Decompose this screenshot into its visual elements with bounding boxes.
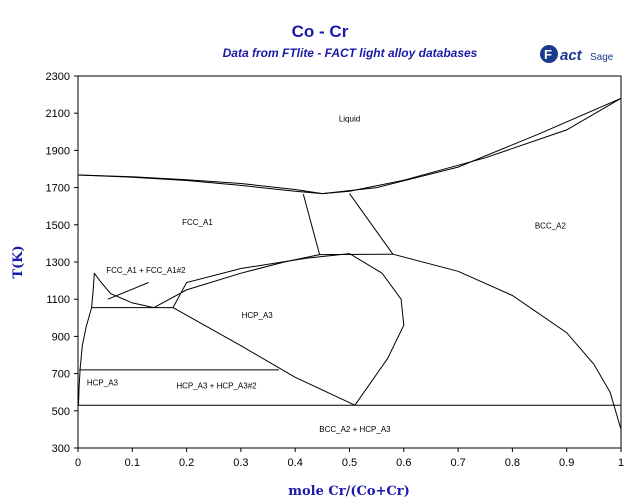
x-tick-label: 0: [75, 457, 81, 469]
phase-boundary-8: [153, 254, 320, 309]
y-tick-label: 500: [52, 406, 70, 418]
phase-boundary-12: [93, 272, 155, 309]
phase-boundary-0: [77, 174, 323, 195]
plot-area-frame: [77, 75, 622, 449]
phase-boundary-5: [349, 193, 394, 255]
svg-text:Sage: Sage: [590, 52, 614, 63]
x-tick-label: 0.5: [342, 457, 357, 469]
phase-boundary-2: [322, 97, 622, 195]
phase-boundary-13: [91, 273, 95, 308]
phase-boundary-7: [392, 253, 622, 430]
x-tick-label: 0.3: [233, 457, 248, 469]
y-tick-label: 1500: [46, 220, 70, 232]
phase-boundary-3: [322, 97, 622, 195]
phase-boundary-10: [349, 253, 405, 406]
y-tick-label: 2300: [46, 71, 70, 83]
phase-boundary-15: [78, 307, 93, 406]
phase-boundary-11: [172, 307, 356, 406]
phase-boundary-18: [107, 282, 149, 300]
svg-text:F: F: [544, 47, 552, 62]
phase-label: FCC_A1: [182, 218, 213, 227]
phase-boundaries: [77, 97, 622, 430]
phase-label: HCP_A3: [242, 311, 274, 320]
y-tick-label: 300: [52, 443, 70, 455]
phase-boundary-1: [77, 174, 323, 195]
phase-boundary-4: [302, 193, 321, 255]
x-tick-label: 0.2: [179, 457, 194, 469]
chart-subtitle: Data from FTlite - FACT light alloy data…: [222, 46, 478, 60]
y-axis-title: T(K): [11, 245, 26, 278]
y-tick-label: 2100: [46, 108, 70, 120]
factsage-logo: F act Sage: [540, 45, 614, 64]
x-tick-label: 0.6: [396, 457, 411, 469]
phase-label: FCC_A1 + FCC_A1#2: [106, 266, 186, 275]
x-tick-label: 0.8: [505, 457, 520, 469]
y-axis-ticks: 300 500 700 900 1100 1300 1500 1700 1900 2100 2300: [46, 71, 78, 455]
y-tick-label: 1300: [46, 257, 70, 269]
y-tick-label: 700: [52, 369, 70, 381]
phase-label: HCP_A3 + HCP_A3#2: [176, 381, 257, 390]
x-axis-ticks: 0 0.1 0.2 0.3 0.4 0.5 0.6 0.7 0.8 0.9 1: [75, 448, 624, 469]
x-tick-label: 1: [618, 457, 624, 469]
y-tick-label: 1100: [46, 294, 70, 306]
y-tick-label: 1900: [46, 145, 70, 157]
chart-title: Co - Cr: [291, 22, 349, 41]
phase-region-labels: Liquid FCC_A1 BCC_A2 FCC_A1 + FCC_A1#2 HCP_A…: [87, 115, 567, 435]
x-tick-label: 0.1: [125, 457, 140, 469]
x-tick-label: 0.9: [559, 457, 574, 469]
x-tick-label: 0.4: [288, 457, 303, 469]
phase-label: BCC_A2 + HCP_A3: [319, 425, 391, 434]
x-axis-title: mole Cr/(Co+Cr): [288, 484, 410, 499]
phase-label: Liquid: [339, 115, 360, 124]
x-tick-label: 0.7: [450, 457, 465, 469]
phase-label: BCC_A2: [535, 222, 567, 231]
logo-mark-icon: [540, 45, 558, 63]
phase-boundary-9: [172, 253, 350, 308]
y-tick-label: 900: [52, 331, 70, 343]
svg-text:act: act: [560, 47, 583, 64]
phase-label: HCP_A3: [87, 379, 119, 388]
y-tick-label: 1700: [46, 183, 70, 195]
